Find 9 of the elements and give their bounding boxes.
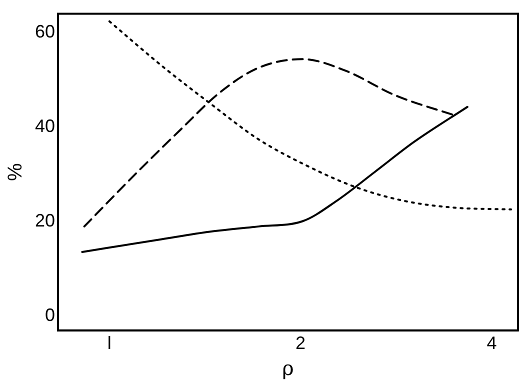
y-tick-label: 40 [34,116,56,136]
y-axis-title: % [4,163,27,181]
x-tick-label: 2 [296,333,306,354]
y-tick-label: 60 [34,22,56,42]
x-axis-title: ρ [282,356,294,380]
x-tick-label: l [107,333,112,354]
x-tick-label: 4 [486,333,497,354]
y-tick-label: 20 [34,210,56,231]
y-tick-label: 0 [45,305,56,326]
